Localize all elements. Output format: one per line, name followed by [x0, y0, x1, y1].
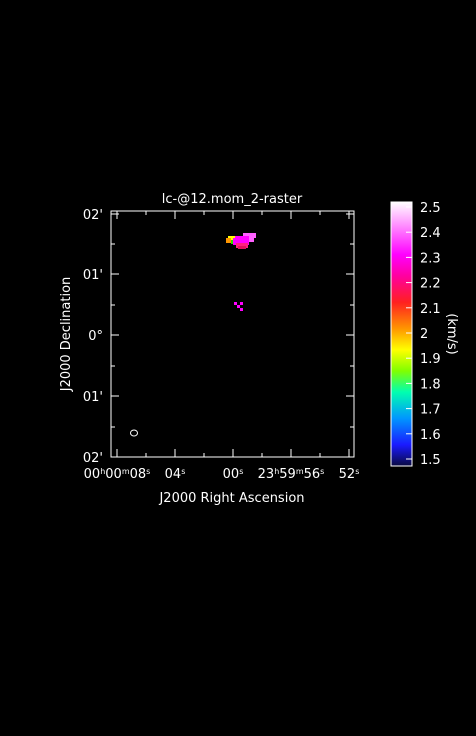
x-tick-label: 23h59m56s: [258, 467, 325, 483]
emission-pixel: [228, 236, 235, 242]
emission-pixel: [238, 246, 246, 249]
colorbar-label: (km/s): [444, 313, 459, 355]
y-tick-label: 01': [83, 268, 103, 283]
colorbar-tick-label: 2.2: [420, 277, 441, 292]
emission-pixel: [237, 305, 240, 308]
colorbar-tick-label: 1.8: [420, 377, 441, 392]
x-tick-label: 52s: [339, 467, 360, 483]
x-tick-label: 04s: [165, 467, 186, 483]
chart-title: lc-@12.mom_2-raster: [162, 192, 303, 207]
emission-pixel: [249, 236, 254, 242]
x-tick-labels: 00h00m08s 04s 00s 23h59m56s 52s: [84, 467, 360, 483]
y-tick-labels: 02' 01' 0° 01' 02': [83, 208, 103, 466]
colorbar-tick-label: 1.5: [420, 453, 441, 468]
colorbar-ticks: 2.5 2.4 2.3 2.2 2.1 2 1.9 1.8 1.7 1.6 1.5: [406, 201, 441, 468]
colorbar-tick-label: 2: [420, 327, 428, 342]
colorbar-tick-label: 1.9: [420, 352, 441, 367]
x-tick-label: 00s: [223, 467, 244, 483]
emission-pixel: [243, 233, 256, 238]
colorbar-tick-label: 2.1: [420, 302, 441, 317]
axis-ticks: [111, 211, 354, 458]
emission-pixel: [240, 302, 243, 305]
y-tick-label: 01': [83, 390, 103, 405]
y-tick-label: 0°: [88, 329, 103, 344]
emission-pixel: [234, 302, 237, 305]
y-tick-label: 02': [83, 451, 103, 466]
colorbar: [390, 201, 413, 467]
colorbar-tick-label: 1.6: [420, 428, 441, 443]
colorbar-tick-label: 1.7: [420, 403, 441, 418]
emission-pixel: [236, 243, 248, 248]
y-axis-label: J2000 Declination: [59, 277, 74, 393]
beam-ellipse: [130, 429, 138, 437]
emission-pixel: [226, 238, 231, 243]
plot-frame: [110, 210, 355, 458]
emission-pixel: [240, 308, 243, 311]
x-axis-label: J2000 Right Ascension: [158, 491, 304, 506]
emission-pixels: [226, 233, 256, 311]
emission-pixel: [233, 238, 249, 245]
colorbar-tick-label: 2.5: [420, 201, 441, 216]
x-tick-label: 00h00m08s: [84, 467, 151, 483]
colorbar-tick-label: 2.3: [420, 251, 441, 266]
y-tick-label: 02': [83, 208, 103, 223]
colorbar-tick-label: 2.4: [420, 226, 441, 241]
